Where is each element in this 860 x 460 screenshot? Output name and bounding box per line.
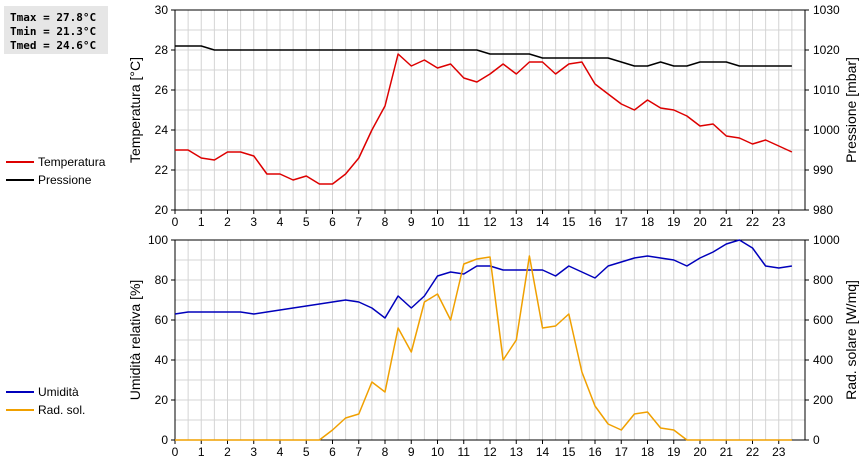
y-tick-label-right: 800 (813, 273, 833, 287)
y-tick-label-right: 1000 (813, 123, 840, 137)
y-tick-label-right: 1010 (813, 83, 840, 97)
y-tick-label-right: 600 (813, 313, 833, 327)
series-line-pressione (175, 45, 792, 67)
x-tick-label: 18 (641, 445, 655, 459)
x-tick-label: 18 (641, 215, 655, 229)
x-tick-label: 9 (408, 445, 415, 459)
y-axis-title-left: Umidità relativa [%] (127, 280, 143, 401)
y-tick-label-left: 28 (155, 43, 169, 57)
x-tick-label: 6 (329, 445, 336, 459)
y-tick-label-right: 0 (813, 433, 820, 447)
temperature-pressure-chart: 0 1 2 3 4 5 6 7 8 9 10 11 12 13 14 15 16 17 18 19 20 21 22 2320… (6, 3, 859, 229)
x-tick-label: 21 (720, 445, 734, 459)
x-tick-label: 2 (224, 215, 231, 229)
x-tick-label: 19 (667, 445, 681, 459)
x-tick-label: 4 (277, 445, 284, 459)
y-tick-label-left: 60 (155, 313, 169, 327)
y-tick-label-right: 990 (813, 163, 833, 177)
y-tick-label-right: 980 (813, 203, 833, 217)
x-tick-label: 20 (693, 445, 707, 459)
y-tick-label-left: 26 (155, 83, 169, 97)
tmed-label: Tmed = 24.6°C (10, 39, 97, 52)
x-tick-label: 8 (382, 445, 389, 459)
x-tick-label: 11 (458, 445, 471, 459)
x-tick-label: 1 (198, 215, 205, 229)
legend-label: Rad. sol. (38, 403, 85, 417)
y-tick-label-left: 24 (155, 123, 169, 137)
tmin-label: Tmin = 21.3°C (10, 25, 97, 38)
x-tick-label: 8 (382, 215, 389, 229)
x-tick-label: 10 (431, 215, 445, 229)
stats-box: Tmax = 27.8°C Tmin = 21.3°C Tmed = 24.6°… (4, 6, 108, 54)
y-tick-label-right: 1020 (813, 43, 840, 57)
y-axis-title-left: Temperatura [°C] (127, 57, 143, 163)
y-axis-title-right: Pressione [mbar] (843, 57, 859, 163)
x-tick-label: 21 (720, 215, 734, 229)
y-tick-label-right: 1000 (813, 233, 840, 247)
x-tick-label: 13 (510, 215, 524, 229)
x-tick-label: 16 (588, 445, 602, 459)
x-tick-label: 6 (329, 215, 336, 229)
x-tick-label: 12 (483, 445, 497, 459)
x-tick-label: 5 (303, 215, 310, 229)
x-tick-label: 5 (303, 445, 310, 459)
x-tick-label: 16 (588, 215, 602, 229)
x-tick-label: 15 (562, 215, 576, 229)
x-tick-label: 23 (772, 215, 786, 229)
x-tick-label: 2 (224, 445, 231, 459)
legend-label: Temperatura (38, 155, 106, 169)
series-line-umidit (174, 239, 793, 319)
x-tick-label: 0 (172, 445, 179, 459)
x-tick-label: 3 (250, 215, 257, 229)
y-tick-label-left: 20 (155, 393, 169, 407)
series-line-rad-sol (175, 255, 792, 441)
x-tick-label: 3 (250, 445, 257, 459)
x-tick-label: 13 (510, 445, 524, 459)
x-tick-label: 20 (693, 215, 707, 229)
y-tick-label-left: 0 (161, 433, 168, 447)
humidity-radiation-chart: 0 1 2 3 4 5 6 7 8 9 10 11 12 13 14 15 16 17 18 19 20 21 22 2302… (6, 233, 859, 459)
x-tick-label: 1 (198, 445, 205, 459)
legend-label: Pressione (38, 173, 92, 187)
x-tick-label: 22 (746, 445, 760, 459)
x-tick-label: 4 (277, 215, 284, 229)
y-tick-label-left: 80 (155, 273, 169, 287)
x-tick-label: 17 (615, 215, 629, 229)
x-tick-label: 9 (408, 215, 415, 229)
y-tick-label-right: 200 (813, 393, 833, 407)
tmax-label: Tmax = 27.8°C (10, 11, 97, 24)
series-line-temperatura (175, 53, 793, 185)
x-tick-label: 15 (562, 445, 576, 459)
legend-label: Umidità (38, 385, 79, 399)
y-tick-label-left: 20 (155, 203, 169, 217)
x-tick-label: 12 (483, 215, 497, 229)
y-tick-label-left: 30 (155, 3, 169, 17)
x-tick-label: 23 (772, 445, 786, 459)
x-tick-label: 11 (458, 215, 471, 229)
x-tick-label: 10 (431, 445, 445, 459)
y-tick-label-left: 100 (148, 233, 168, 247)
y-tick-label-left: 40 (155, 353, 169, 367)
x-tick-label: 17 (615, 445, 629, 459)
x-tick-label: 19 (667, 215, 681, 229)
y-tick-label-left: 22 (155, 163, 169, 177)
x-tick-label: 14 (536, 445, 550, 459)
y-axis-title-right: Rad. solare [W/mq] (843, 280, 859, 400)
y-tick-label-right: 400 (813, 353, 833, 367)
x-tick-label: 22 (746, 215, 760, 229)
y-tick-label-right: 1030 (813, 3, 840, 17)
x-tick-label: 0 (172, 215, 179, 229)
x-tick-label: 7 (355, 445, 362, 459)
x-tick-label: 7 (355, 215, 362, 229)
x-tick-label: 14 (536, 215, 550, 229)
